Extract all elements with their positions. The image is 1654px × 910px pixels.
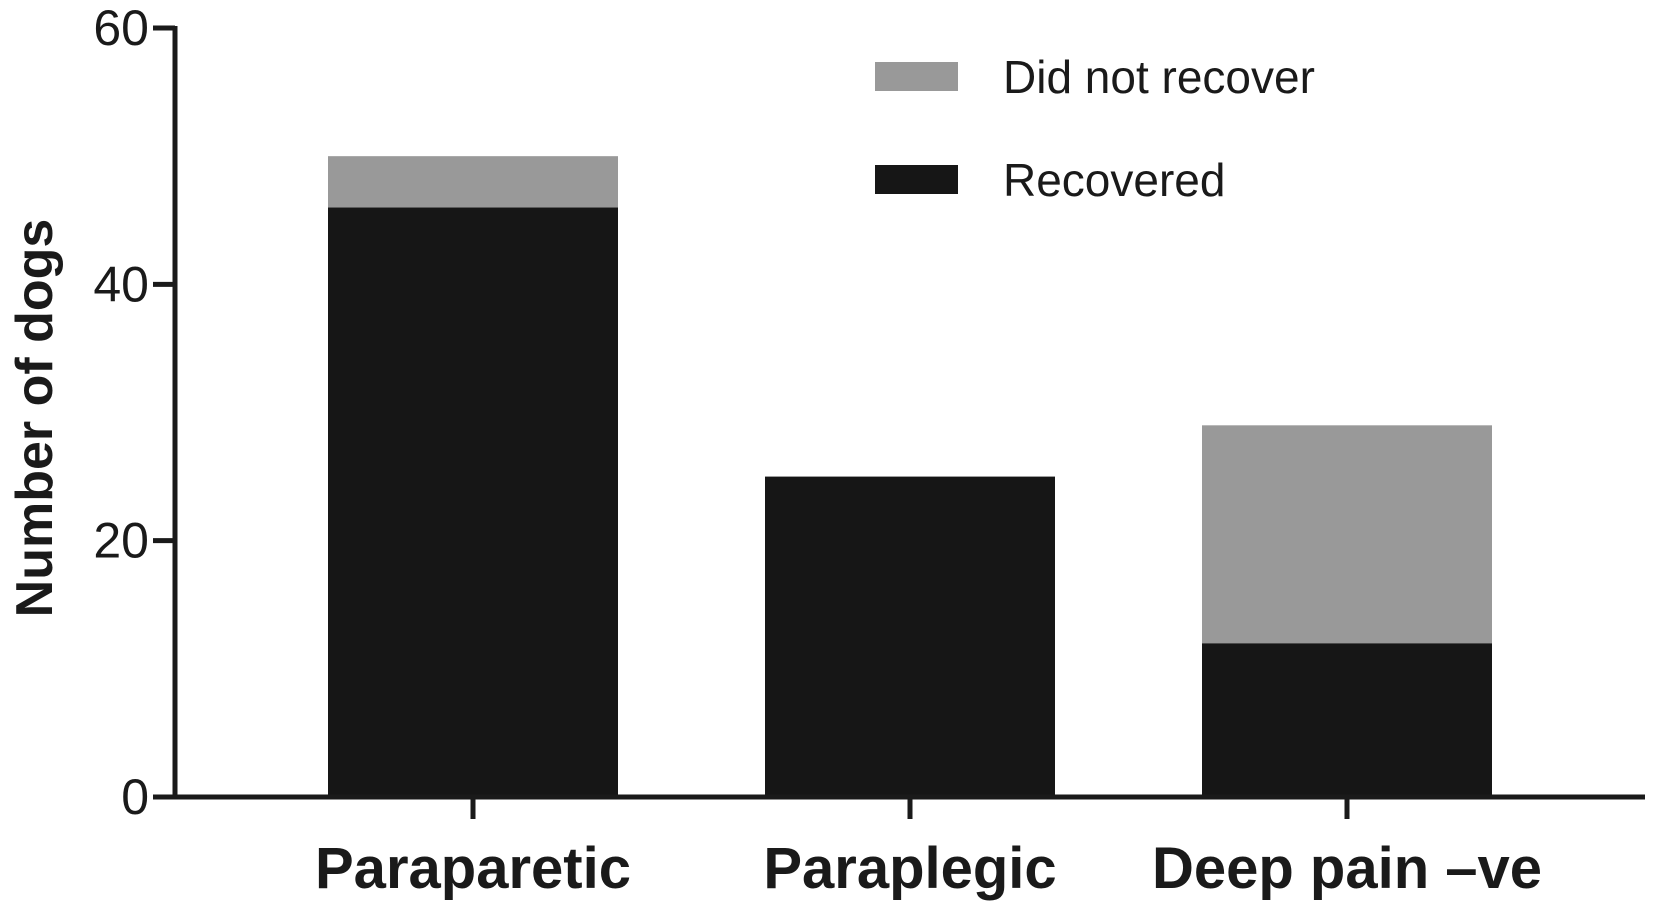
x-category-label: Deep pain –ve	[1152, 836, 1542, 901]
legend-swatch-did-not-recover	[875, 62, 958, 91]
bar-recovered-1	[328, 207, 618, 797]
x-category-label: Paraparetic	[315, 836, 631, 901]
bars	[328, 156, 1492, 797]
y-ticks: 0 20 40 60	[93, 0, 175, 825]
y-axis-title: Number of dogs	[6, 219, 64, 618]
legend-label-recovered: Recovered	[1003, 154, 1225, 206]
legend-swatch-recovered	[875, 165, 958, 194]
legend-label-did-not-recover: Did not recover	[1003, 51, 1315, 103]
x-category-label: Paraplegic	[763, 836, 1056, 901]
y-tick-label: 0	[121, 769, 149, 825]
x-ticks: Paraparetic Paraplegic Deep pain –ve	[315, 797, 1542, 901]
y-tick-label: 60	[93, 0, 149, 56]
y-tick-label: 20	[93, 513, 149, 569]
bar-did-not-recover-3	[1202, 425, 1492, 644]
y-tick-label: 40	[93, 256, 149, 312]
bar-recovered-2	[765, 476, 1055, 797]
bar-did-not-recover-1	[328, 156, 618, 208]
legend: Did not recover Recovered	[875, 51, 1315, 206]
bar-recovered-3	[1202, 643, 1492, 797]
